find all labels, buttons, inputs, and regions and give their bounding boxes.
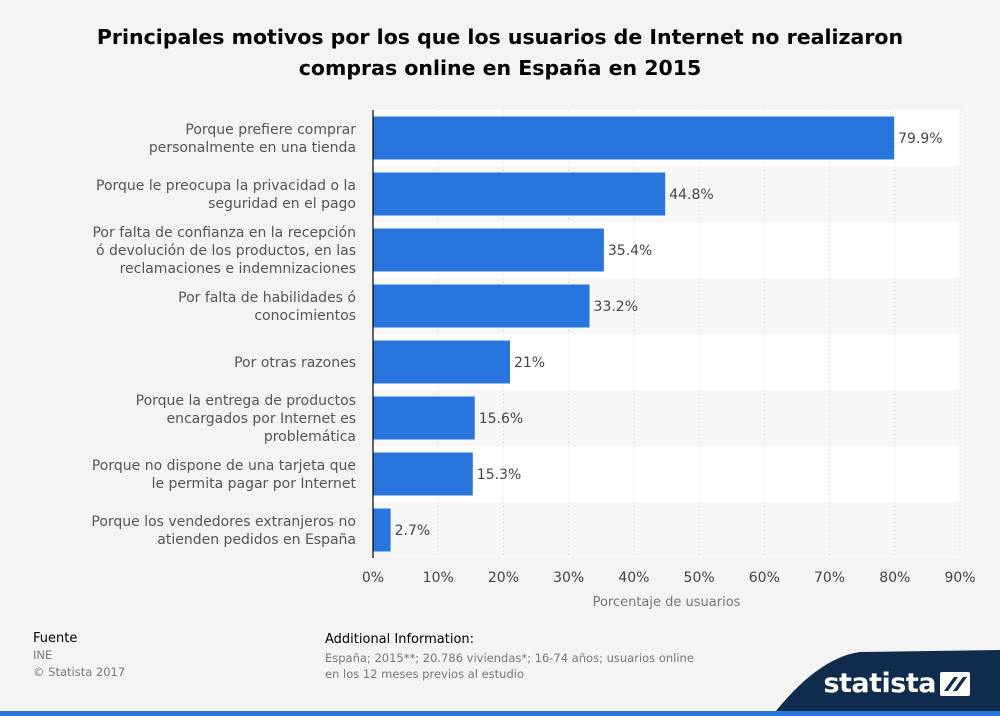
- x-tick-label: 30%: [553, 570, 584, 586]
- x-tick-labels: 0% 10% 20% 30% 40% 50% 60% 70% 80% 90%: [362, 570, 976, 586]
- category-label-line: Por falta de confianza en la recepción: [92, 225, 356, 241]
- category-label: Por falta de confianza en la recepción ó …: [92, 225, 356, 277]
- copyright-text: © Statista 2017: [33, 665, 126, 679]
- x-axis-label: Porcentaje de usuarios: [593, 595, 741, 610]
- category-label: Porque no dispone de una tarjeta que le p…: [92, 458, 357, 492]
- category-label: Porque prefiere comprar personalmente en …: [149, 122, 356, 156]
- category-label-line: Porque le preocupa la privacidad o la: [96, 178, 356, 194]
- chart-title: Principales motivos por los que los usua…: [0, 22, 1000, 84]
- value-label: 35.4%: [608, 243, 652, 259]
- info-text: España; 2015**; 20.786 viviendas*; 16-74…: [325, 650, 745, 682]
- value-label: 2.7%: [395, 523, 431, 539]
- value-label: 79.9%: [898, 131, 942, 147]
- category-label-line: personalmente en una tienda: [149, 140, 356, 156]
- category-label-line: Porque prefiere comprar: [185, 122, 356, 138]
- bars: [373, 116, 895, 552]
- x-tick-label: 80%: [879, 570, 910, 586]
- category-label: Porque los vendedores extranjeros no atie…: [91, 514, 356, 548]
- x-tick-label: 50%: [684, 570, 715, 586]
- value-label: 33.2%: [594, 299, 638, 315]
- statista-logo-icon: [940, 671, 970, 696]
- chart-title-line-2: compras online en España en 2015: [298, 56, 702, 80]
- category-label-line: Por otras razones: [234, 355, 356, 371]
- statista-logo[interactable]: statista: [823, 668, 970, 699]
- category-label-line: reclamaciones e indemnizaciones: [120, 261, 356, 277]
- value-label: 21%: [514, 355, 545, 371]
- value-labels: 79.9% 44.8% 35.4% 33.2% 21% 15.6% 15.3% 2.7%: [395, 131, 943, 539]
- category-label-line: Por falta de habilidades ó: [178, 290, 356, 306]
- bar-chart: Porque prefiere comprar personalmente en …: [91, 110, 976, 610]
- grid-lines: [437, 110, 961, 558]
- category-label-line: conocimientos: [254, 308, 356, 324]
- bar: [373, 172, 666, 216]
- x-tick-label: 0%: [362, 570, 384, 586]
- additional-information: Additional Information: España; 2015**; …: [325, 631, 745, 682]
- x-tick-label: 60%: [749, 570, 780, 586]
- x-tick-label: 10%: [423, 570, 454, 586]
- footer-source: Fuente INE © Statista 2017: [33, 630, 125, 681]
- bar: [373, 340, 510, 384]
- category-label-line: encargados por Internet es: [166, 411, 356, 427]
- source-label: Fuente: [33, 631, 78, 646]
- category-label-line: le permita pagar por Internet: [152, 476, 357, 492]
- x-tick-label: 40%: [618, 570, 649, 586]
- bar: [373, 452, 473, 496]
- bar: [373, 396, 475, 440]
- x-tick-label: 20%: [488, 570, 519, 586]
- category-label-line: atienden pedidos en España: [157, 532, 356, 548]
- chart-title-line-1: Principales motivos por los que los usua…: [96, 25, 904, 49]
- info-line-2: en los 12 meses previos al estudio: [325, 667, 525, 681]
- x-tick-label: 70%: [814, 570, 845, 586]
- bar: [373, 284, 590, 328]
- category-labels: Porque prefiere comprar personalmente en …: [91, 122, 356, 548]
- category-label-line: Porque los vendedores extranjeros no: [91, 514, 356, 530]
- category-label-line: Porque no dispone de una tarjeta que: [92, 458, 356, 474]
- info-line-1: España; 2015**; 20.786 viviendas*; 16-74…: [325, 651, 694, 665]
- category-label: Por otras razones: [234, 355, 356, 371]
- category-label: Porque la entrega de productos encargados…: [136, 393, 356, 445]
- brand-name: statista: [823, 668, 936, 699]
- category-label-line: problemática: [264, 429, 356, 445]
- category-label: Por falta de habilidades ó conocimientos: [178, 290, 356, 324]
- value-label: 15.3%: [477, 467, 521, 483]
- bar: [373, 116, 895, 160]
- category-label-line: ó devolución de los productos, en las: [96, 243, 356, 259]
- bar: [373, 228, 604, 272]
- value-label: 15.6%: [479, 411, 523, 427]
- row-band: [373, 502, 960, 558]
- category-label-line: Porque la entrega de productos: [136, 393, 356, 409]
- x-tick-label: 90%: [944, 570, 975, 586]
- category-label-line: seguridad en el pago: [208, 196, 356, 212]
- category-label: Porque le preocupa la privacidad o la seg…: [96, 178, 356, 212]
- bar: [373, 508, 391, 552]
- source-value: INE: [33, 648, 53, 662]
- info-label: Additional Information:: [325, 632, 475, 647]
- value-label: 44.8%: [669, 187, 713, 203]
